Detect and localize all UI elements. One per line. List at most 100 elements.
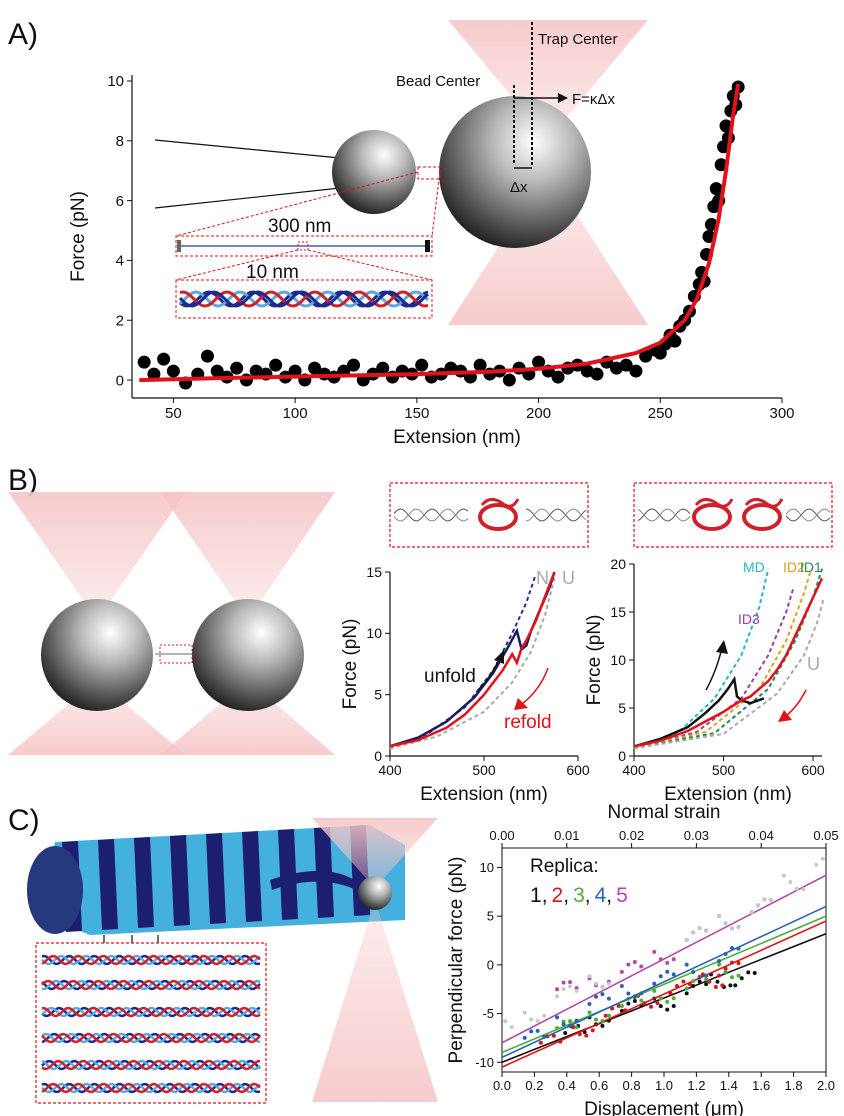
x-tick-label: 400 (378, 762, 402, 778)
fibril-band (98, 839, 118, 930)
noisy-point (730, 975, 735, 980)
noisy-point (593, 994, 598, 999)
y-tick-label: 10 (480, 860, 494, 875)
x-tick-label: 250 (648, 405, 673, 422)
b1-refold-label: refold (504, 712, 552, 733)
fibril-end (27, 846, 83, 934)
b2-i2-text: ID2 (783, 559, 805, 575)
protein-domain (692, 503, 732, 531)
noisy-point (593, 981, 598, 986)
zoom-line-4 (307, 249, 433, 281)
trap-beam-top-a (448, 20, 648, 140)
protein-loop (694, 498, 734, 508)
length-10nm: 10 nm (246, 262, 299, 283)
noisy-point (717, 958, 722, 963)
protein-domain (478, 503, 518, 531)
noisy-point (652, 949, 657, 954)
noisy-point (626, 1001, 631, 1006)
trap-beam-right-top (160, 492, 335, 620)
fibril-band (278, 829, 298, 920)
data-point (239, 373, 253, 387)
replica-sep-4: , (606, 884, 612, 907)
noisy-point (739, 976, 744, 981)
construct-graphics (393, 498, 831, 531)
inset-helix (41, 979, 261, 991)
y-tick-label: 10 (366, 625, 382, 641)
noisy-point (619, 1004, 624, 1009)
fibril-band (134, 837, 154, 928)
noisy-point (563, 1031, 568, 1036)
noisy-point (535, 1028, 540, 1033)
data-point (200, 349, 214, 363)
trap-beam-left-bottom (8, 680, 186, 755)
x2-tick-label: 0.03 (684, 828, 709, 843)
data-point (137, 355, 151, 369)
fit-line-1 (501, 932, 827, 1064)
noisy-point (781, 873, 786, 878)
b2-md-label: MD (743, 559, 765, 575)
inset-helix (41, 954, 261, 966)
noisy-point (587, 1002, 592, 1007)
y-axis-label: Force (pN) (584, 615, 605, 706)
construct-box-2 (633, 482, 833, 548)
b2-unfold-arrow (705, 647, 723, 691)
data-point (502, 373, 516, 387)
data-point (210, 364, 224, 378)
fit-line-2 (501, 920, 827, 1068)
noisy-point (522, 1010, 527, 1015)
noisy-point (574, 988, 579, 993)
series-line-refold (633, 577, 824, 748)
noisy-point (587, 974, 592, 979)
noisy-point (658, 974, 663, 979)
noisy-point (555, 1015, 560, 1020)
trap-beam-bottom-a (448, 170, 648, 325)
noisy-point (574, 986, 579, 991)
x-tick-label: 150 (404, 405, 429, 422)
noisy-point (749, 910, 754, 915)
x-tick-label: 1.4 (720, 1078, 738, 1093)
noisy-point (697, 975, 702, 980)
fibril-band (170, 835, 190, 926)
fibril-inset (35, 942, 267, 1104)
noisy-point (568, 980, 573, 985)
noisy-point (603, 1013, 608, 1018)
data-point (308, 361, 322, 375)
x-tick-label: 2.0 (817, 1078, 835, 1093)
chart-c: 0.0 0.2 0.4 0.6 0.8 1.0 1.2 1.4 1.6 1.8 2.0 -10 -5 0 5… (446, 802, 839, 1116)
y-tick-label: 10 (610, 652, 626, 668)
replica-sep-3: , (585, 884, 591, 907)
noisy-point (788, 880, 793, 885)
noisy-point (574, 1025, 579, 1030)
b1-label-u: U (562, 568, 575, 588)
construct-box-1 (389, 482, 589, 548)
noisy-point (715, 979, 720, 984)
series-line-u (633, 597, 825, 750)
data-point (269, 358, 283, 372)
noisy-point (820, 856, 825, 861)
noisy-point (584, 1033, 589, 1038)
noisy-point (522, 1035, 527, 1040)
fibril-band (242, 831, 262, 922)
noisy-point (551, 1033, 556, 1038)
zoom-line-3 (175, 249, 299, 281)
bead-left (41, 599, 153, 711)
noisy-point (626, 991, 631, 996)
series-line-id2 (633, 568, 813, 750)
fit-curve (139, 83, 741, 383)
noisy-point (632, 960, 637, 965)
noisy-point (568, 1019, 573, 1024)
noisy-point (720, 983, 725, 988)
noisy-point (768, 897, 773, 902)
b1-unfold-arrow-head (494, 650, 504, 664)
noisy-point (616, 1003, 621, 1008)
data-point (147, 367, 161, 381)
data-point (347, 358, 361, 372)
protein-loop (480, 498, 520, 508)
series-line-u (389, 577, 556, 750)
replica-2: 2 (552, 884, 564, 907)
bead-right (192, 599, 304, 711)
replica-sep-1: , (542, 884, 548, 907)
noisy-point (707, 979, 712, 984)
noisy-point (538, 1040, 543, 1045)
noisy-point (665, 999, 670, 1004)
